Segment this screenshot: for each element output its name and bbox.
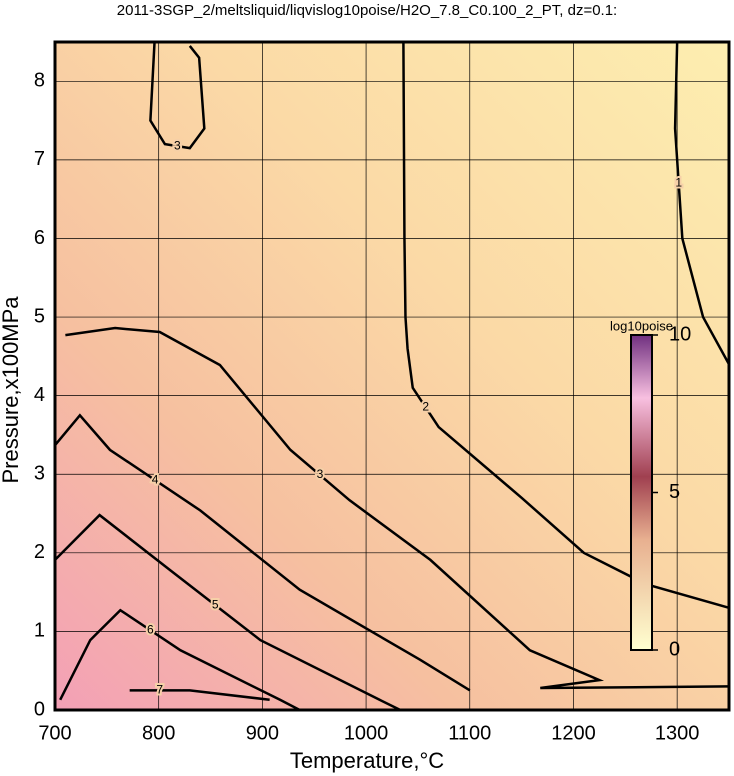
y-axis-label: Pressure,x100MPa	[0, 296, 23, 484]
contour-line	[54, 413, 471, 692]
contour-label: 7	[156, 683, 163, 697]
y-tick-label: 6	[34, 227, 45, 249]
contour-line	[129, 689, 270, 702]
contour-label: 6	[147, 622, 154, 636]
y-tick-label: 7	[34, 148, 45, 170]
contour-line	[59, 608, 301, 712]
y-tick-label: 8	[34, 70, 45, 92]
colorbar	[630, 334, 653, 651]
contour-label: 3	[317, 467, 324, 481]
contour-line	[54, 513, 401, 712]
contour-label: 4	[152, 472, 159, 486]
x-tick-label: 1000	[344, 722, 389, 744]
contour-line	[402, 41, 730, 610]
contour-line	[65, 326, 730, 690]
contour-label: 1	[675, 176, 682, 190]
x-tick-label: 1100	[448, 722, 491, 744]
x-tick-label: 700	[38, 722, 71, 744]
colorbar-tick-label: 10	[669, 323, 691, 345]
x-tick-label: 1300	[655, 722, 700, 744]
contour-label: 5	[212, 597, 219, 611]
colorbar-tick-label: 0	[669, 638, 680, 660]
y-tick-label: 3	[34, 463, 45, 485]
y-tick-label: 1	[34, 620, 45, 642]
contour-line	[673, 41, 731, 365]
y-tick-label: 5	[34, 305, 45, 327]
x-tick-label: 900	[246, 722, 279, 744]
x-tick-label: 800	[142, 722, 175, 744]
y-tick-label: 2	[34, 541, 45, 563]
x-tick-label: 1200	[551, 722, 596, 744]
contour-line	[149, 41, 206, 150]
contour-label: 3	[174, 138, 181, 152]
y-tick-label: 4	[34, 384, 45, 406]
colorbar-tick-label: 5	[669, 481, 680, 503]
y-tick-label: 0	[34, 698, 45, 720]
colorbar-label: log10poise	[610, 318, 673, 333]
plot-frame	[53, 40, 731, 712]
x-axis-label: Temperature,°C	[290, 748, 444, 773]
plot-background	[55, 42, 729, 710]
chart-title: 2011-3SGP_2/meltsliquid/liqvislog10poise…	[117, 2, 617, 19]
contour-label: 2	[422, 400, 429, 414]
